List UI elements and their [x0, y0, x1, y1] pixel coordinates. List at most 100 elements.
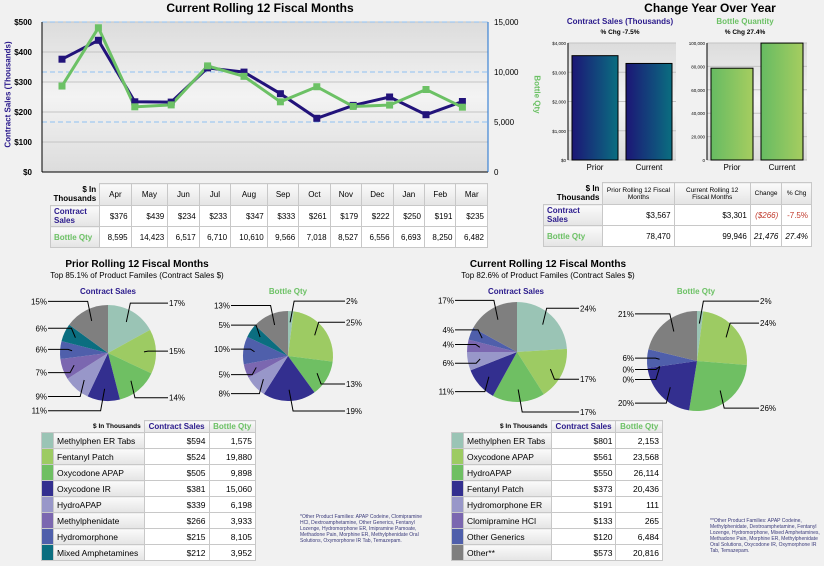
right-tick-label: 0 — [494, 168, 499, 177]
leader-line — [231, 305, 276, 326]
bottle-qty-point — [313, 83, 321, 91]
plot-area — [42, 22, 488, 172]
prior-bq-pct-label: 13% — [346, 380, 362, 389]
left-tick-label: $300 — [14, 78, 32, 87]
contract-sales-point — [240, 68, 248, 76]
bottle-qty-line — [60, 24, 464, 109]
leader-line — [231, 367, 257, 376]
leader-line — [48, 364, 75, 374]
month-header: Jan — [392, 183, 426, 206]
product-name: Other Generics — [463, 528, 552, 545]
color-swatch — [41, 448, 54, 465]
month-cell: 8,250 — [423, 226, 457, 248]
current-h-bq: Bottle Qty — [615, 420, 663, 433]
current-bq-slice — [697, 311, 704, 361]
month-cell: $234 — [167, 205, 200, 227]
current-title: Current Rolling 12 Fiscal Months — [469, 259, 627, 270]
leader-line — [719, 390, 759, 409]
contract-sales-point — [386, 93, 394, 101]
current-bq-slice — [697, 311, 747, 365]
product-name: HydroAPAP — [463, 464, 552, 481]
month-cell: 6,482 — [455, 226, 488, 248]
leader-line — [455, 329, 483, 339]
month-cell: 14,423 — [130, 226, 169, 248]
prior-cs-slice — [60, 353, 108, 379]
month-header: Apr — [99, 183, 132, 206]
product-value: 6,484 — [615, 528, 663, 545]
bottle-qty-point — [458, 103, 466, 111]
yoy-title: Change Year Over Year — [644, 1, 776, 15]
product-value: 265 — [615, 512, 663, 529]
product-name: Mixed Amphetamines — [53, 544, 145, 561]
tick-label: 100,000 — [689, 41, 706, 46]
leader-line — [635, 387, 671, 404]
tick-label: 0 — [702, 158, 705, 163]
yoy-corner: $ In Thousands — [556, 184, 600, 203]
leader-line — [316, 373, 345, 385]
category-label: Prior — [724, 163, 741, 172]
product-row: Other** $573 20,816 — [451, 544, 663, 561]
prior-product-table: $ In Thousands Contract Sales Bottle Qty M… — [41, 420, 256, 561]
month-header: Aug — [230, 183, 268, 206]
color-swatch — [41, 480, 54, 497]
month-cell: 6,710 — [198, 226, 232, 248]
leader-line — [635, 365, 661, 371]
yoy-cell: 78,470 — [602, 225, 675, 247]
product-value: 9,898 — [208, 464, 256, 481]
prior-cs-pct-label: 6% — [35, 345, 47, 354]
month-cell: $261 — [298, 205, 331, 227]
prior-bq-pct-label: 5% — [218, 321, 230, 330]
product-row: Oxycodone IR $381 15,060 — [41, 480, 256, 497]
current-bq-pct-label: 26% — [760, 404, 776, 413]
product-value: 19,880 — [208, 448, 256, 465]
prior-cs-slice — [108, 329, 156, 374]
color-swatch — [451, 432, 464, 449]
current-cs-slice — [473, 302, 517, 352]
product-row: Methylphenidate $266 3,933 — [41, 512, 256, 529]
current-table-corner: $ In Thousands — [500, 422, 548, 430]
current-bq-pct-label: 2% — [760, 297, 772, 306]
leader-line — [549, 368, 579, 380]
leader-line — [455, 358, 481, 364]
product-value: $594 — [143, 432, 210, 449]
current-cs-slice — [492, 352, 544, 402]
tick-label: 20,000 — [691, 135, 705, 140]
product-value: 20,816 — [615, 544, 663, 561]
prior-cs-slice — [67, 353, 108, 397]
tick-label: $3,000 — [552, 70, 566, 75]
product-row: HydroAPAP $339 6,198 — [41, 496, 256, 513]
prior-cs-pct-label: 17% — [169, 299, 185, 308]
month-cell: $439 — [130, 205, 169, 227]
leader-line — [130, 380, 168, 399]
current-bq-slice — [648, 311, 697, 361]
prior-bq-slice — [255, 311, 288, 356]
prior-bq-slice — [288, 311, 333, 362]
current-bq-slice — [689, 361, 747, 411]
current-cs-pct-label: 17% — [438, 296, 454, 305]
yoy-row-label: Bottle Qty — [542, 225, 604, 247]
yoy-cell: 27.4% — [781, 225, 812, 247]
left-tick-label: $100 — [14, 138, 32, 147]
color-swatch — [451, 464, 464, 481]
bottle-qty-point — [94, 24, 102, 32]
yoy-cs-title: Contract Sales (Thousands) — [566, 17, 674, 26]
product-row: Methylphen ER Tabs $594 1,575 — [41, 432, 256, 449]
month-cell: $376 — [99, 205, 132, 227]
product-row: Hydromorphone $215 8,105 — [41, 528, 256, 545]
product-row: Oxycodone APAP $505 9,898 — [41, 464, 256, 481]
leader-line — [231, 324, 261, 338]
current-cs-pct-label: 11% — [439, 388, 454, 397]
prior-cs-pct-label: 11% — [32, 407, 47, 416]
yoy-cell: -7.5% — [781, 204, 812, 226]
month-cell: 8,595 — [99, 226, 132, 248]
yoy-cell: $3,567 — [602, 204, 675, 226]
product-value: 3,952 — [208, 544, 256, 561]
prior-bq-pct-label: 2% — [346, 297, 358, 306]
right-tick-label: 10,000 — [494, 68, 519, 77]
color-swatch — [451, 448, 464, 465]
prior-cs-slice — [108, 353, 152, 400]
leader-line — [635, 366, 661, 381]
color-swatch — [451, 544, 464, 561]
leader-line — [48, 379, 85, 398]
